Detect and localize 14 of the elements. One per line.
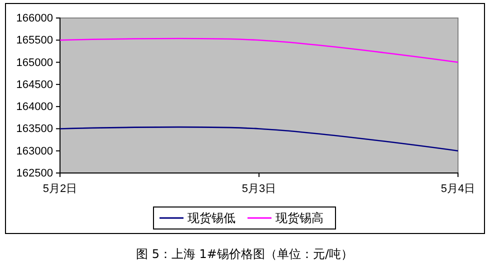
y-tick-label: 163500	[16, 123, 53, 136]
y-tick-label: 162500	[16, 168, 53, 180]
y-tick-label: 164000	[16, 101, 53, 114]
x-tick-label: 5月4日	[440, 183, 476, 196]
x-tick-label: 5月2日	[42, 183, 78, 196]
caption: 图 5：上海 1#锡价格图（单位：元/吨）	[136, 247, 353, 261]
y-tick-label: 165000	[16, 56, 53, 69]
y-tick-label: 166000	[16, 12, 53, 25]
x-tick-label: 5月3日	[242, 183, 276, 196]
y-tick-label: 165500	[16, 34, 53, 47]
legend-label: 现货锡高	[276, 211, 324, 225]
y-tick-label: 164500	[16, 78, 53, 91]
legend-label: 现货锡低	[188, 211, 236, 225]
y-tick-label: 163000	[16, 145, 53, 158]
